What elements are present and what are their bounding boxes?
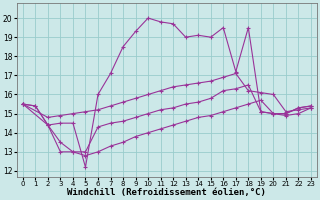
X-axis label: Windchill (Refroidissement éolien,°C): Windchill (Refroidissement éolien,°C) [68,188,266,197]
